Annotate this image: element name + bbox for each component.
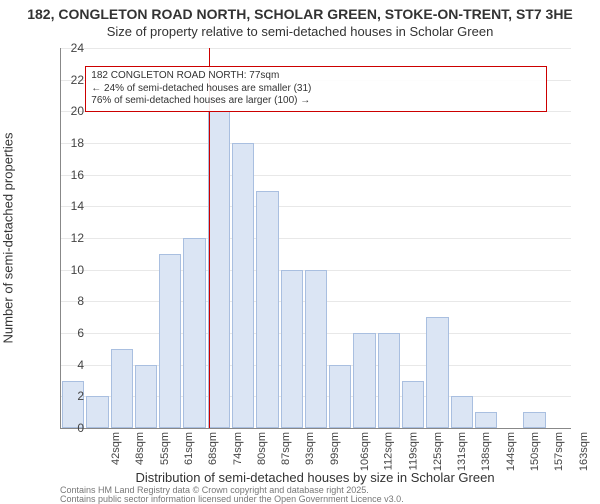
y-tick-label: 20	[44, 104, 84, 118]
histogram-bar	[378, 333, 400, 428]
histogram-bar	[305, 270, 327, 428]
chart-title-line2: Size of property relative to semi-detach…	[0, 24, 600, 39]
histogram-bar	[426, 317, 448, 428]
annotation-line1: 182 CONGLETON ROAD NORTH: 77sqm	[91, 70, 540, 83]
x-tick-label: 99sqm	[329, 432, 341, 465]
x-tick-label: 112sqm	[383, 432, 395, 470]
y-tick-label: 2	[44, 389, 84, 403]
x-tick-label: 125sqm	[432, 432, 444, 471]
x-tick-label: 68sqm	[207, 432, 219, 465]
histogram-bar	[281, 270, 303, 428]
x-tick-label: 42sqm	[110, 432, 122, 465]
y-tick-label: 22	[44, 73, 84, 87]
chart-title-line1: 182, CONGLETON ROAD NORTH, SCHOLAR GREEN…	[0, 6, 600, 22]
histogram-bar	[475, 412, 497, 428]
chart-plot-area: 182 CONGLETON ROAD NORTH: 77sqm ← 24% of…	[60, 48, 571, 429]
y-tick-label: 0	[44, 421, 84, 435]
y-axis-label: Number of semi-detached properties	[1, 133, 16, 344]
histogram-bar	[208, 111, 230, 428]
gridline	[61, 238, 571, 239]
histogram-bar	[135, 365, 157, 428]
y-tick-label: 4	[44, 358, 84, 372]
y-tick-label: 6	[44, 326, 84, 340]
histogram-bar	[232, 143, 254, 428]
histogram-bar	[256, 191, 278, 429]
x-tick-label: 87sqm	[280, 432, 292, 465]
histogram-bar	[183, 238, 205, 428]
y-tick-label: 10	[44, 263, 84, 277]
histogram-bar	[451, 396, 473, 428]
gridline	[61, 175, 571, 176]
x-tick-label: 93sqm	[304, 432, 316, 465]
footer-attribution: Contains HM Land Registry data © Crown c…	[60, 486, 570, 504]
annotation-box: 182 CONGLETON ROAD NORTH: 77sqm ← 24% of…	[85, 66, 546, 112]
histogram-bar	[523, 412, 545, 428]
x-tick-label: 61sqm	[183, 432, 195, 465]
x-axis-label: Distribution of semi-detached houses by …	[60, 470, 570, 485]
x-tick-label: 55sqm	[159, 432, 171, 465]
y-tick-label: 18	[44, 136, 84, 150]
annotation-line3: 76% of semi-detached houses are larger (…	[91, 95, 540, 108]
x-tick-label: 144sqm	[505, 432, 517, 471]
histogram-bar	[329, 365, 351, 428]
histogram-bar	[402, 381, 424, 429]
x-tick-label: 163sqm	[578, 432, 590, 471]
x-tick-label: 150sqm	[529, 432, 541, 471]
gridline	[61, 143, 571, 144]
x-tick-label: 157sqm	[553, 432, 565, 471]
histogram-bar	[353, 333, 375, 428]
gridline	[61, 206, 571, 207]
x-tick-label: 80sqm	[256, 432, 268, 465]
y-tick-label: 12	[44, 231, 84, 245]
x-tick-label: 106sqm	[359, 432, 371, 471]
x-tick-label: 138sqm	[481, 432, 493, 471]
histogram-bar	[159, 254, 181, 428]
x-tick-label: 74sqm	[232, 432, 244, 465]
annotation-line2: ← 24% of semi-detached houses are smalle…	[91, 83, 540, 96]
histogram-bar	[111, 349, 133, 428]
gridline	[61, 48, 571, 49]
histogram-bar	[86, 396, 108, 428]
x-tick-label: 131sqm	[456, 432, 468, 471]
y-tick-label: 14	[44, 199, 84, 213]
y-tick-label: 16	[44, 168, 84, 182]
x-tick-label: 119sqm	[407, 432, 419, 470]
y-tick-label: 8	[44, 294, 84, 308]
x-tick-label: 48sqm	[134, 432, 146, 465]
y-tick-label: 24	[44, 41, 84, 55]
